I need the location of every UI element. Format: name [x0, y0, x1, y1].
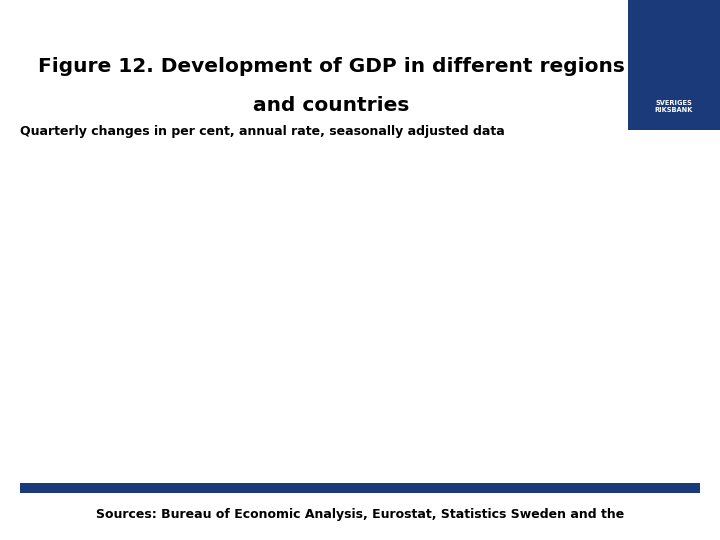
Text: Quarterly changes in per cent, annual rate, seasonally adjusted data: Quarterly changes in per cent, annual ra… — [20, 125, 505, 138]
Text: and countries: and countries — [253, 96, 410, 115]
Text: SVERIGES
RIKSBANK: SVERIGES RIKSBANK — [654, 99, 693, 113]
Bar — [628, 0, 720, 130]
Text: Sources: Bureau of Economic Analysis, Eurostat, Statistics Sweden and the: Sources: Bureau of Economic Analysis, Eu… — [96, 508, 624, 521]
Bar — [20, 483, 700, 493]
Text: Figure 12. Development of GDP in different regions: Figure 12. Development of GDP in differe… — [37, 57, 625, 76]
